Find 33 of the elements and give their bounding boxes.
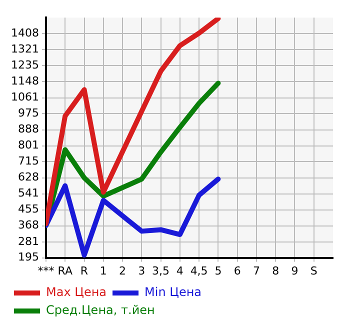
x-tick-label: 5 [214, 264, 222, 278]
x-tick-label: 9 [291, 264, 298, 278]
y-tick-label: 195 [18, 250, 39, 264]
y-tick-label: 888 [18, 122, 39, 136]
y-tick-label: 628 [18, 170, 39, 184]
y-tick-label: 1148 [10, 74, 39, 88]
legend-label: Max Цена [46, 285, 107, 300]
y-tick-label: 975 [18, 106, 39, 120]
x-tick-label: 2 [119, 264, 126, 278]
x-tick-label: R [80, 264, 88, 278]
y-tick-label: 1061 [10, 90, 39, 104]
x-tick-label: *** [38, 264, 55, 278]
x-tick-label: 7 [252, 264, 260, 278]
legend-label: Min Цена [144, 285, 202, 300]
x-tick-label: 4,5 [190, 264, 208, 278]
legend-label: Сред.Цена, т.йен [46, 303, 155, 318]
x-tick-label: 6 [234, 264, 241, 278]
y-tick-label: 368 [18, 218, 39, 232]
x-tick-label: S [310, 264, 318, 278]
x-tick-label: RA [58, 264, 73, 278]
x-tick-label: 3,5 [152, 264, 170, 278]
y-tick-label: 541 [18, 186, 39, 200]
y-tick-label: 1321 [10, 42, 39, 56]
y-tick-label: 801 [18, 138, 39, 152]
y-tick-label: 715 [18, 154, 39, 168]
x-tick-label: 4 [176, 264, 184, 278]
x-tick-label: 3 [138, 264, 146, 278]
y-tick-label: 1235 [10, 58, 39, 72]
x-tick-label: 8 [272, 264, 280, 278]
x-tick-label: 1 [100, 264, 107, 278]
y-tick-label: 1408 [10, 26, 39, 40]
y-tick-label: 281 [18, 234, 39, 248]
y-tick-label: 455 [18, 202, 39, 216]
